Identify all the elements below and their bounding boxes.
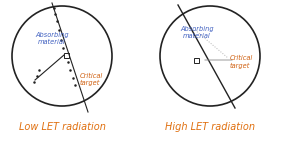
Text: Absorbing
material: Absorbing material	[180, 26, 214, 39]
Text: High LET radiation: High LET radiation	[165, 122, 255, 132]
Text: Absorbing
material: Absorbing material	[35, 32, 69, 45]
Bar	[194, 58, 198, 62]
Text: Critical
target: Critical target	[80, 73, 103, 86]
Text: Critical
target: Critical target	[230, 55, 253, 69]
Bar	[63, 53, 69, 58]
Text: Low LET radiation: Low LET radiation	[18, 122, 105, 132]
